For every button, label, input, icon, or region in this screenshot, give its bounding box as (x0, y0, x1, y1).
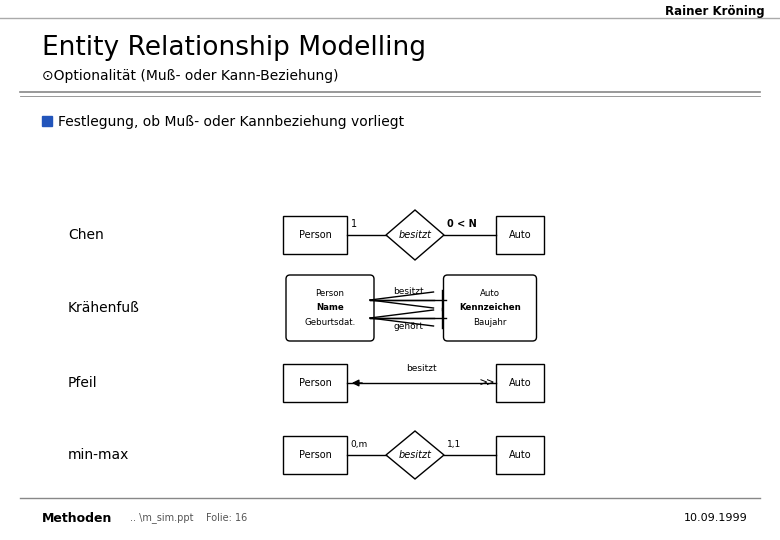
Text: .. \m_sim.ppt    Folie: 16: .. \m_sim.ppt Folie: 16 (130, 512, 247, 523)
Text: Auto: Auto (509, 230, 531, 240)
FancyBboxPatch shape (283, 436, 347, 474)
Text: Rainer Kröning: Rainer Kröning (665, 5, 765, 18)
Text: Person: Person (299, 378, 332, 388)
Text: Auto: Auto (509, 450, 531, 460)
FancyBboxPatch shape (496, 436, 544, 474)
Text: 1,1: 1,1 (447, 440, 461, 449)
Bar (42, 116, 52, 126)
Text: 1: 1 (351, 219, 357, 229)
Text: >>: >> (479, 376, 494, 389)
Text: besitzt: besitzt (399, 230, 431, 240)
FancyBboxPatch shape (283, 364, 347, 402)
Text: Baujahr: Baujahr (473, 318, 507, 327)
Text: 0 < N: 0 < N (447, 219, 477, 229)
FancyBboxPatch shape (444, 275, 537, 341)
Text: ⊙Optionalität (Muß- oder Kann-Beziehung): ⊙Optionalität (Muß- oder Kann-Beziehung) (42, 69, 339, 83)
Text: Krähenfuß: Krähenfuß (68, 301, 140, 315)
Text: besitzt: besitzt (399, 450, 431, 460)
Text: besitzt: besitzt (406, 364, 437, 373)
Text: Methoden: Methoden (42, 511, 112, 524)
Text: min-max: min-max (68, 448, 129, 462)
Text: Person: Person (315, 289, 345, 299)
FancyBboxPatch shape (496, 216, 544, 254)
Text: Chen: Chen (68, 228, 104, 242)
Text: Auto: Auto (480, 289, 500, 299)
Text: Person: Person (299, 230, 332, 240)
Text: Entity Relationship Modelling: Entity Relationship Modelling (42, 35, 426, 61)
Polygon shape (386, 210, 444, 260)
Text: 10.09.1999: 10.09.1999 (684, 513, 748, 523)
Text: Person: Person (299, 450, 332, 460)
Text: Pfeil: Pfeil (68, 376, 98, 390)
FancyBboxPatch shape (283, 216, 347, 254)
Text: Name: Name (316, 303, 344, 313)
FancyBboxPatch shape (286, 275, 374, 341)
Text: besitzt: besitzt (393, 287, 424, 296)
Text: 0,m: 0,m (350, 440, 367, 449)
Text: Kennzeichen: Kennzeichen (459, 303, 521, 313)
Text: gehört: gehört (394, 322, 424, 331)
Text: Festlegung, ob Muß- oder Kannbeziehung vorliegt: Festlegung, ob Muß- oder Kannbeziehung v… (58, 115, 404, 129)
Text: Geburtsdat.: Geburtsdat. (304, 318, 356, 327)
Polygon shape (386, 431, 444, 479)
Text: Auto: Auto (509, 378, 531, 388)
FancyBboxPatch shape (496, 364, 544, 402)
